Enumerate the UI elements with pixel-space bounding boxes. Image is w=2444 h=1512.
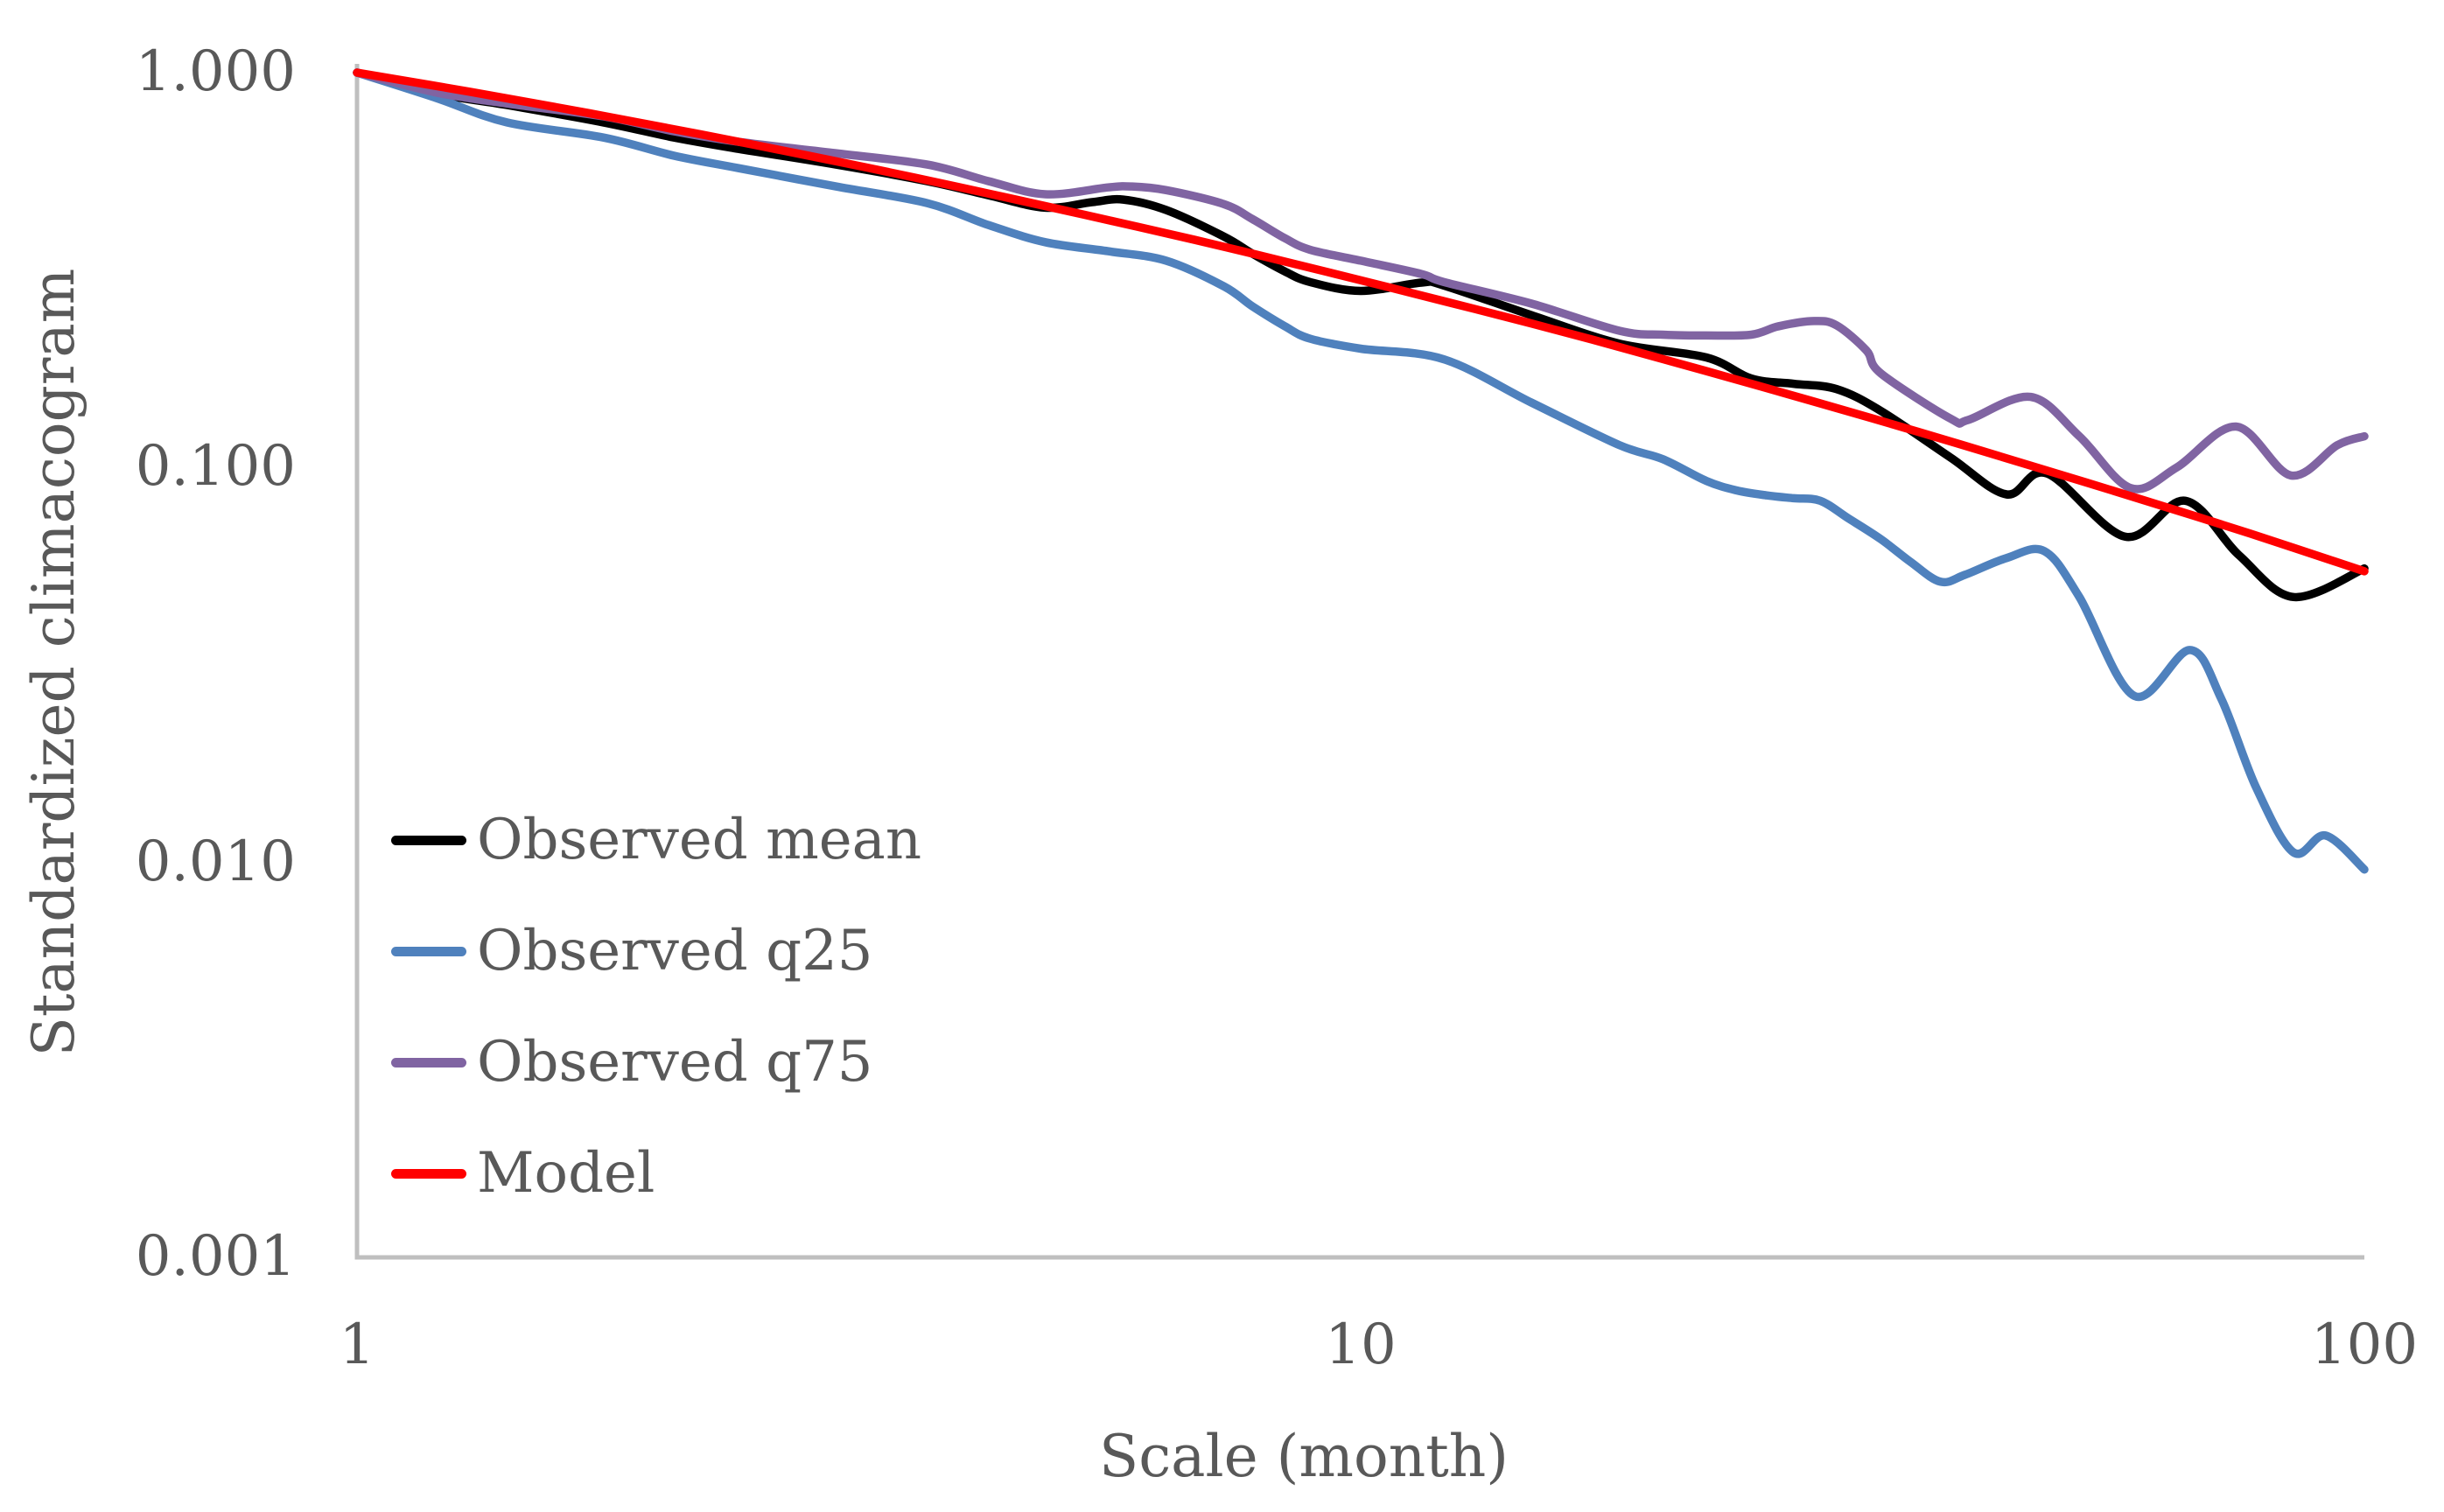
legend-label: Observed q75: [477, 1030, 873, 1095]
legend-line-swatch: [391, 1057, 466, 1068]
legend-label: Observed mean: [477, 808, 922, 872]
x-axis-title: Scale (month): [1098, 1423, 1509, 1490]
x-tick-label: 10: [1325, 1312, 1397, 1377]
legend-line-swatch: [391, 946, 466, 956]
legend-line-swatch: [391, 1168, 466, 1179]
x-tick-label: 1: [339, 1312, 375, 1377]
series-line-observed-q25: [353, 68, 2369, 874]
legend-item-model: Model: [391, 1138, 655, 1208]
series-line-model: [353, 68, 2369, 576]
axis-lines: [354, 64, 2364, 1260]
y-tick-label: 1.000: [135, 39, 296, 104]
legend-line-swatch: [391, 835, 466, 845]
series-line-observed-q75: [353, 68, 2369, 494]
y-tick-label: 0.010: [135, 829, 296, 894]
legend-item-observed-q25: Observed q25: [391, 916, 873, 986]
y-tick-label: 0.001: [135, 1224, 296, 1289]
legend-item-observed-q75: Observed q75: [391, 1027, 873, 1097]
y-axis-title: Standardized climacogram: [20, 268, 88, 1057]
y-tick-label: 0.100: [135, 434, 296, 500]
legend-item-observed-mean: Observed mean: [391, 805, 921, 875]
x-tick-label: 100: [2310, 1312, 2419, 1377]
legend-label: Observed q25: [477, 919, 873, 984]
legend-label: Model: [477, 1141, 655, 1206]
